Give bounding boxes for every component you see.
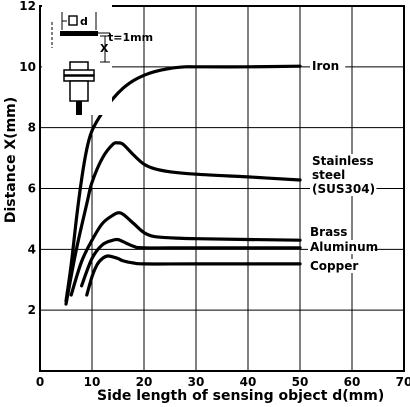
tick-labels: 0 10 20 30 40 50 60 70 2 4 6 8 10 12 (19, 0, 410, 389)
sensor-diagram: d t=1mm X (42, 5, 153, 115)
y-tick-label: 12 (19, 0, 36, 13)
series-layer (64, 64, 302, 306)
x-tick-label: 60 (344, 375, 361, 389)
x-tick-label: 10 (84, 375, 101, 389)
y-tick-label: 6 (28, 182, 36, 196)
series-label-iron: Iron (312, 59, 339, 73)
t-label: t=1mm (108, 31, 153, 44)
y-tick-label: 4 (28, 242, 36, 256)
sensor-body (69, 80, 89, 102)
series-label-background (310, 168, 353, 182)
x-axis-title: Side length of sensing object d(mm) (97, 388, 384, 404)
y-tick-label: 2 (28, 303, 36, 317)
d-label: d (80, 15, 88, 28)
series-label-stainless-steel-sus304: Stainless (312, 154, 374, 168)
series-label-background (308, 259, 359, 273)
series-line-copper (85, 254, 302, 297)
x-label: X (100, 42, 109, 55)
x-tick-label: 0 (36, 375, 44, 389)
series-label-stainless-steel-sus304: steel (312, 168, 345, 182)
series-line-brass (69, 211, 302, 297)
series-label-background (310, 182, 377, 196)
series-label-background (308, 225, 351, 239)
series-label-background (308, 240, 375, 254)
series-line-iron (64, 64, 302, 303)
plot-frame (39, 5, 405, 372)
series-label-brass: Brass (310, 225, 347, 239)
series-label-aluminum: Aluminum (310, 240, 378, 254)
target-plate (60, 31, 98, 36)
series-label-copper: Copper (310, 259, 358, 273)
sensor-nut-1 (63, 69, 95, 76)
x-tick-label: 50 (292, 375, 309, 389)
series-label-background (310, 59, 346, 73)
y-axis-title: Distance X(mm) (3, 97, 19, 223)
x-tick-label: 30 (188, 375, 205, 389)
series-line-stainless-steel-sus304 (64, 141, 302, 306)
series-label-background (310, 154, 385, 168)
y-tick-label: 8 (28, 121, 36, 135)
x-tick-label: 40 (240, 375, 257, 389)
x-tick-label: 20 (136, 375, 153, 389)
y-tick-label: 10 (19, 60, 36, 74)
series-line-aluminum (80, 237, 302, 288)
x-tick-label: 70 (396, 375, 410, 389)
square-symbol (68, 15, 78, 26)
sensor-cable (76, 101, 82, 115)
series-label-stainless-steel-sus304: (SUS304) (312, 182, 375, 196)
